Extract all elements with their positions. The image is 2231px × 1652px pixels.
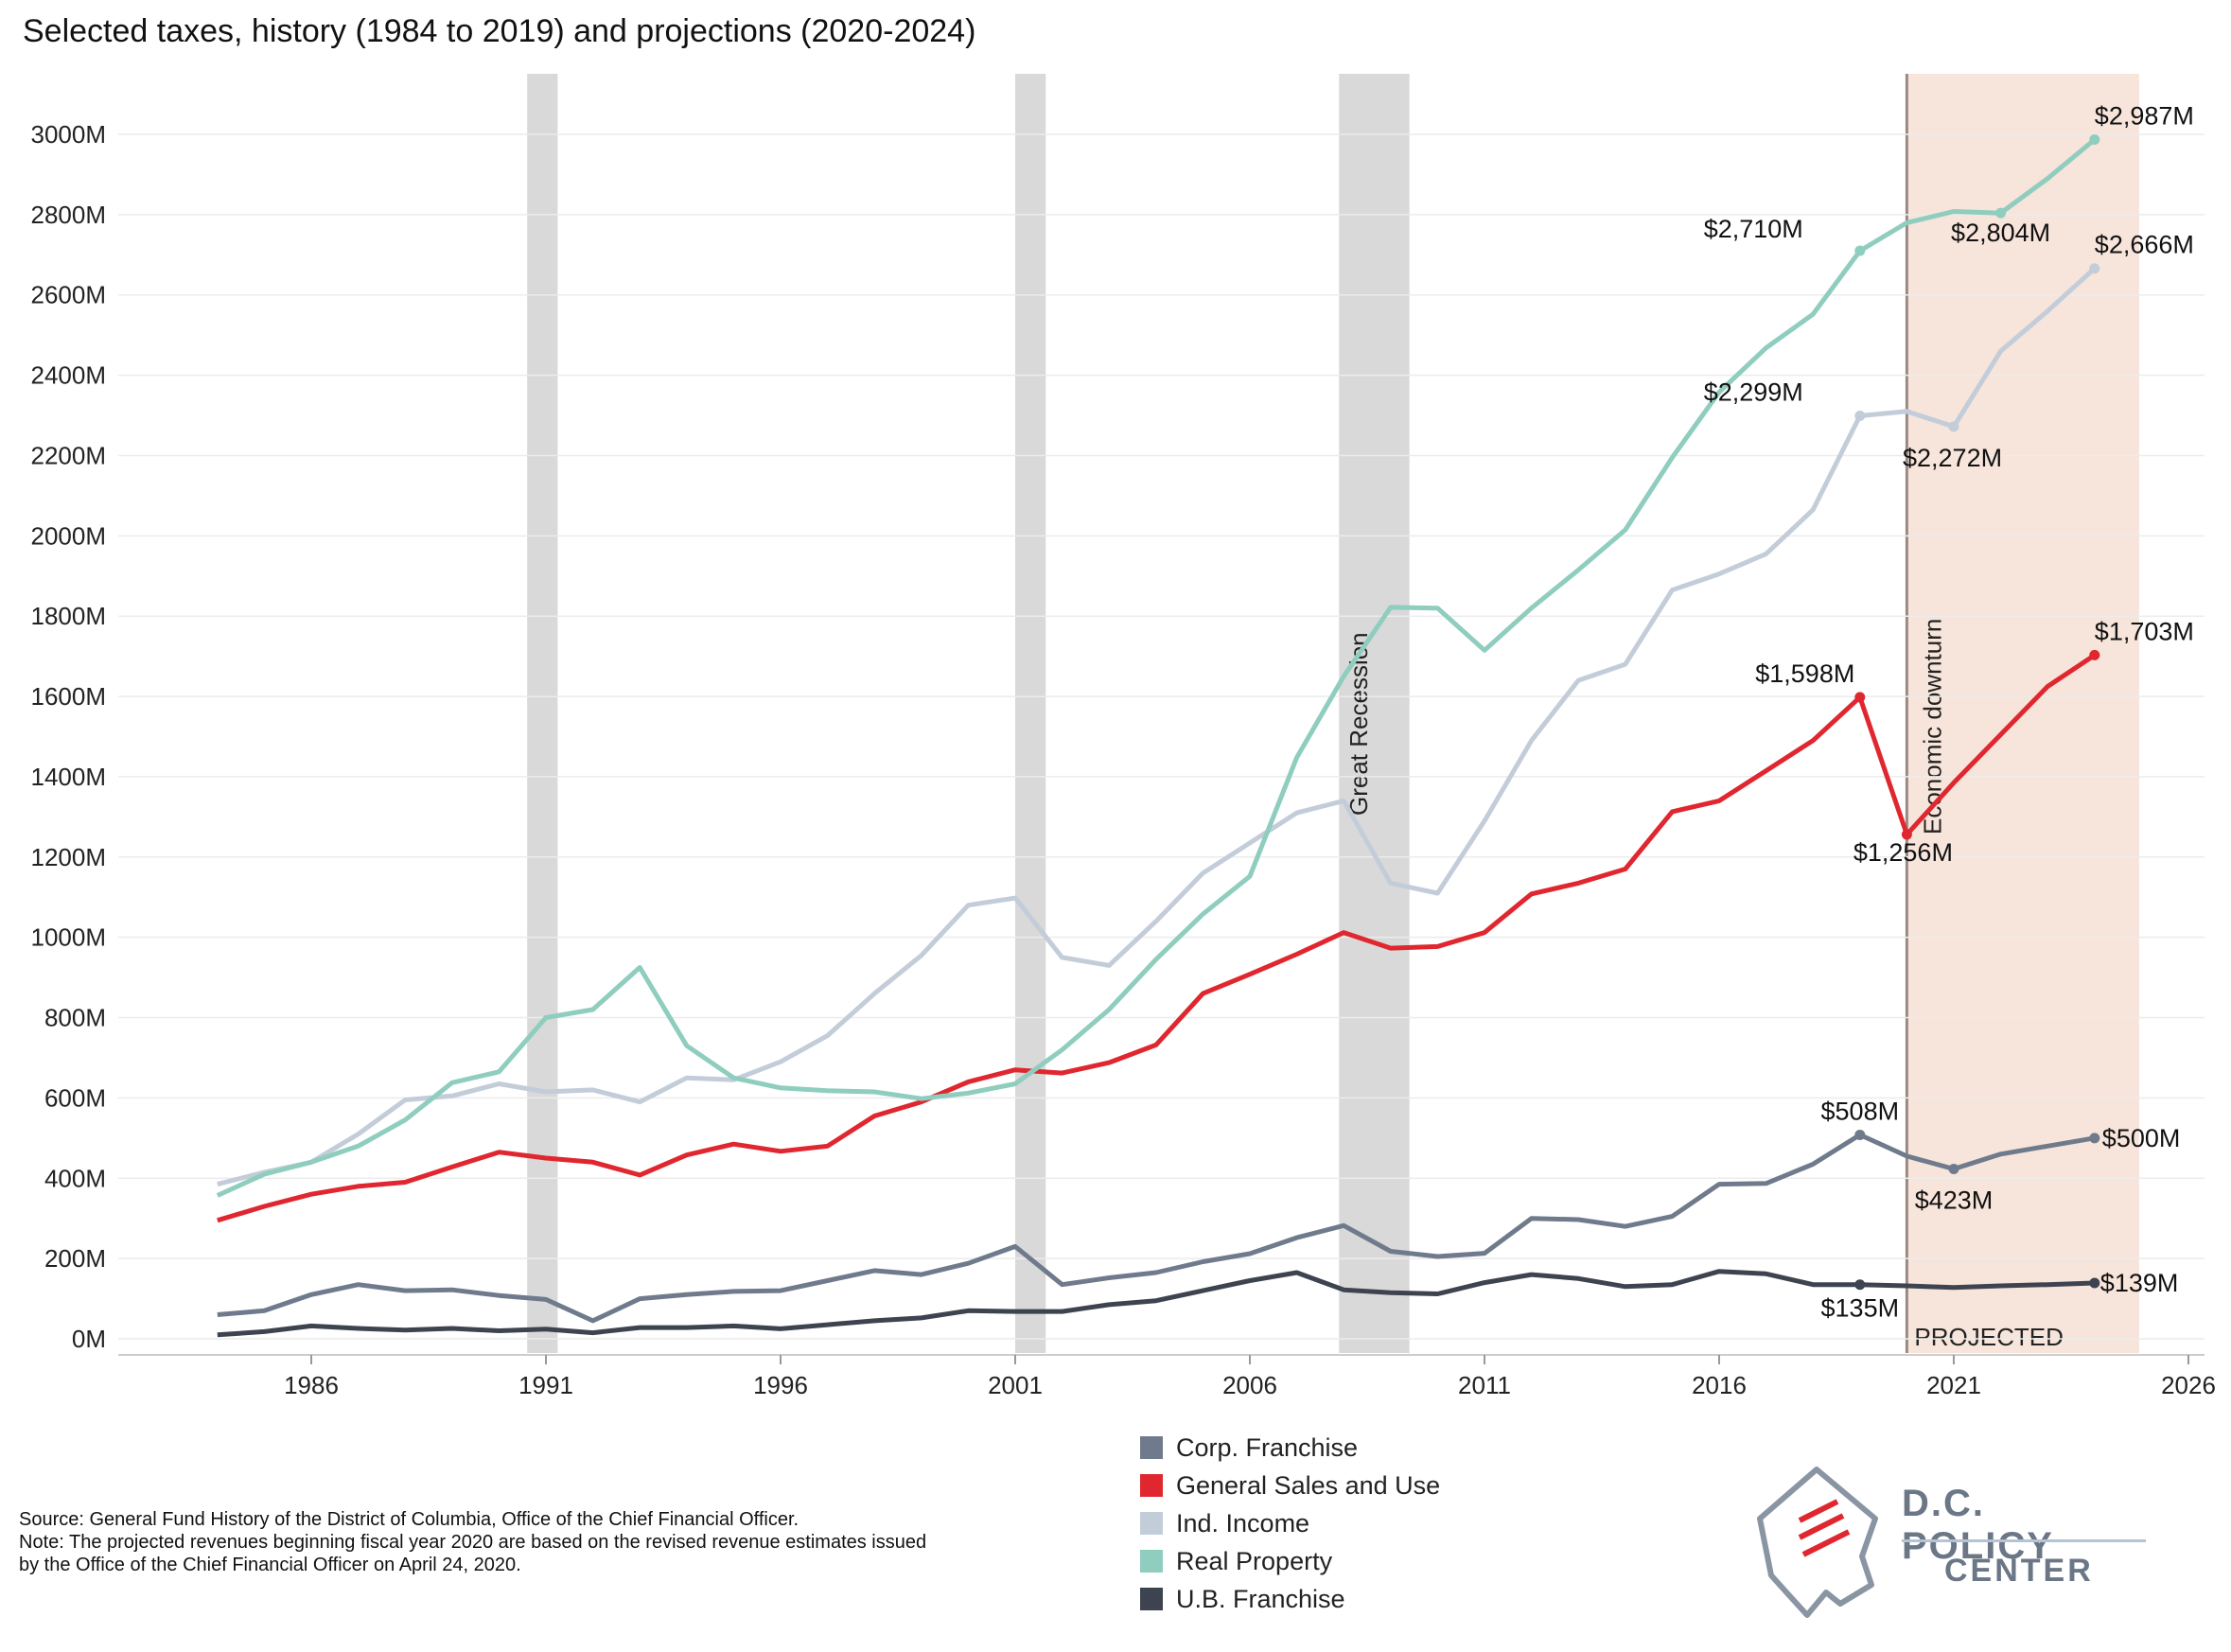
y-tick-label: 400M <box>44 1164 106 1192</box>
data-point-marker <box>1854 245 1866 256</box>
x-tick-label: 1991 <box>518 1371 573 1399</box>
point-labels: $2,710M $2,804M $2,987M $2,299M $2,272M $2,66… <box>1704 102 2194 1323</box>
y-tick-label: 2200M <box>31 441 107 469</box>
dc-policy-center-logo: D.C. POLICY CENTER <box>1750 1462 2148 1623</box>
legend-swatch <box>1140 1436 1163 1459</box>
y-tick-label: 1600M <box>31 682 107 711</box>
legend-label: U.B. Franchise <box>1176 1584 1345 1613</box>
legend: Corp. Franchise General Sales and Use Ind.… <box>1140 1429 1440 1618</box>
legend-item: General Sales and Use <box>1140 1467 1440 1504</box>
data-point-marker <box>1854 410 1866 421</box>
data-label: $1,256M <box>1853 838 1953 867</box>
data-point-marker <box>1854 1129 1866 1140</box>
legend-label: Real Property <box>1176 1546 1333 1575</box>
data-label: $508M <box>1821 1097 1900 1125</box>
recession-band <box>527 74 558 1353</box>
y-tick-label: 200M <box>44 1244 106 1273</box>
series-line-corp-franchise <box>217 1132 2096 1324</box>
legend-swatch <box>1140 1588 1163 1610</box>
data-label: $500M <box>2102 1124 2181 1152</box>
source-text: Source: General Fund History of the Dist… <box>19 1509 799 1530</box>
series-line-real-property <box>216 137 2097 1198</box>
x-tick-label: 1986 <box>284 1371 339 1399</box>
data-label: $135M <box>1821 1294 1900 1323</box>
economic-downturn-label: Economic downturn <box>1918 619 1946 835</box>
x-tick-label: 2011 <box>1458 1371 1511 1399</box>
data-label: $2,272M <box>1903 444 2002 472</box>
projected-label: PROJECTED <box>1914 1323 2063 1351</box>
data-label: $1,703M <box>2095 617 2194 645</box>
y-tick-label: 3000M <box>31 120 107 149</box>
legend-label: General Sales and Use <box>1176 1470 1441 1500</box>
data-point-marker <box>2089 263 2100 274</box>
line-chart: PROJECTED Economic downturn Great Recessio… <box>31 74 2216 1399</box>
note-line-1: Note: The projected revenues beginning f… <box>19 1532 927 1553</box>
legend-label: Corp. Franchise <box>1176 1432 1359 1462</box>
data-point-marker <box>2089 649 2100 660</box>
legend-swatch <box>1140 1550 1163 1573</box>
data-point-marker <box>2089 1133 2100 1144</box>
y-tick-label: 1800M <box>31 602 107 630</box>
y-tick-label: 2400M <box>31 361 107 390</box>
axes: 0M 200M 400M 600M 800M 1000M 1200M 1400M 1600M 18… <box>31 120 2216 1399</box>
series-lines <box>216 137 2097 1338</box>
y-tick-label: 600M <box>44 1083 106 1112</box>
legend-item: U.B. Franchise <box>1140 1580 1440 1618</box>
logo-text-sub: CENTER <box>1944 1553 2094 1589</box>
data-label: $2,987M <box>2095 102 2194 131</box>
chart-title: Selected taxes, history (1984 to 2019) a… <box>23 13 976 49</box>
y-tick-label: 1000M <box>31 923 107 952</box>
logo-map-icon <box>1757 1467 1878 1618</box>
x-tick-label: 2016 <box>1692 1371 1747 1399</box>
data-point-marker <box>1901 829 1912 840</box>
data-point-marker <box>2089 1277 2100 1289</box>
series-line-u-b-franchise <box>217 1269 2095 1338</box>
data-point-marker <box>2089 134 2100 146</box>
data-point-marker <box>1854 1279 1866 1291</box>
recession-label: Great Recession <box>1344 632 1373 816</box>
logo-text-main: D.C. POLICY <box>1902 1483 2054 1567</box>
data-label: $139M <box>2100 1269 2179 1297</box>
shaded-bands: PROJECTED Economic downturn Great Recessio… <box>527 74 2139 1353</box>
x-tick-label: 2001 <box>988 1371 1043 1399</box>
recession-band <box>1339 74 1410 1353</box>
data-label: $1,598M <box>1755 659 1854 688</box>
y-tick-label: 2000M <box>31 521 107 550</box>
y-tick-label: 2800M <box>31 201 107 229</box>
data-label: $2,710M <box>1704 215 1803 243</box>
legend-swatch <box>1140 1474 1163 1497</box>
series-line-ind-income <box>217 266 2097 1187</box>
data-label: $2,299M <box>1704 378 1803 406</box>
data-point-marker <box>1995 207 2007 219</box>
y-tick-label: 1400M <box>31 763 107 791</box>
legend-swatch <box>1140 1512 1163 1535</box>
series-line-general-sales-and-use <box>217 653 2097 1223</box>
legend-item: Ind. Income <box>1140 1504 1440 1542</box>
data-point-marker <box>1948 421 1959 432</box>
legend-item: Corp. Franchise <box>1140 1429 1440 1467</box>
data-point-marker <box>1948 1164 1959 1175</box>
y-tick-label: 2600M <box>31 281 107 309</box>
x-tick-label: 1996 <box>753 1371 808 1399</box>
y-tick-label: 0M <box>72 1325 106 1353</box>
recession-band <box>1015 74 1046 1353</box>
x-tick-label: 2021 <box>1926 1371 1981 1399</box>
gridlines <box>118 133 2205 1340</box>
data-label: $423M <box>1915 1186 1994 1215</box>
data-point-marker <box>1854 692 1866 703</box>
source-note: Source: General Fund History of the Dist… <box>19 1508 1154 1576</box>
y-tick-label: 800M <box>44 1004 106 1032</box>
legend-item: Real Property <box>1140 1542 1440 1580</box>
x-tick-label: 2006 <box>1222 1371 1277 1399</box>
logo-divider <box>1902 1539 2146 1542</box>
legend-label: Ind. Income <box>1176 1508 1310 1538</box>
x-tick-label: 2026 <box>2161 1371 2216 1399</box>
note-line-2: by the Office of the Chief Financial Off… <box>19 1555 521 1575</box>
y-tick-label: 1200M <box>31 843 107 871</box>
data-label: $2,804M <box>1951 219 2050 247</box>
data-label: $2,666M <box>2095 231 2194 259</box>
